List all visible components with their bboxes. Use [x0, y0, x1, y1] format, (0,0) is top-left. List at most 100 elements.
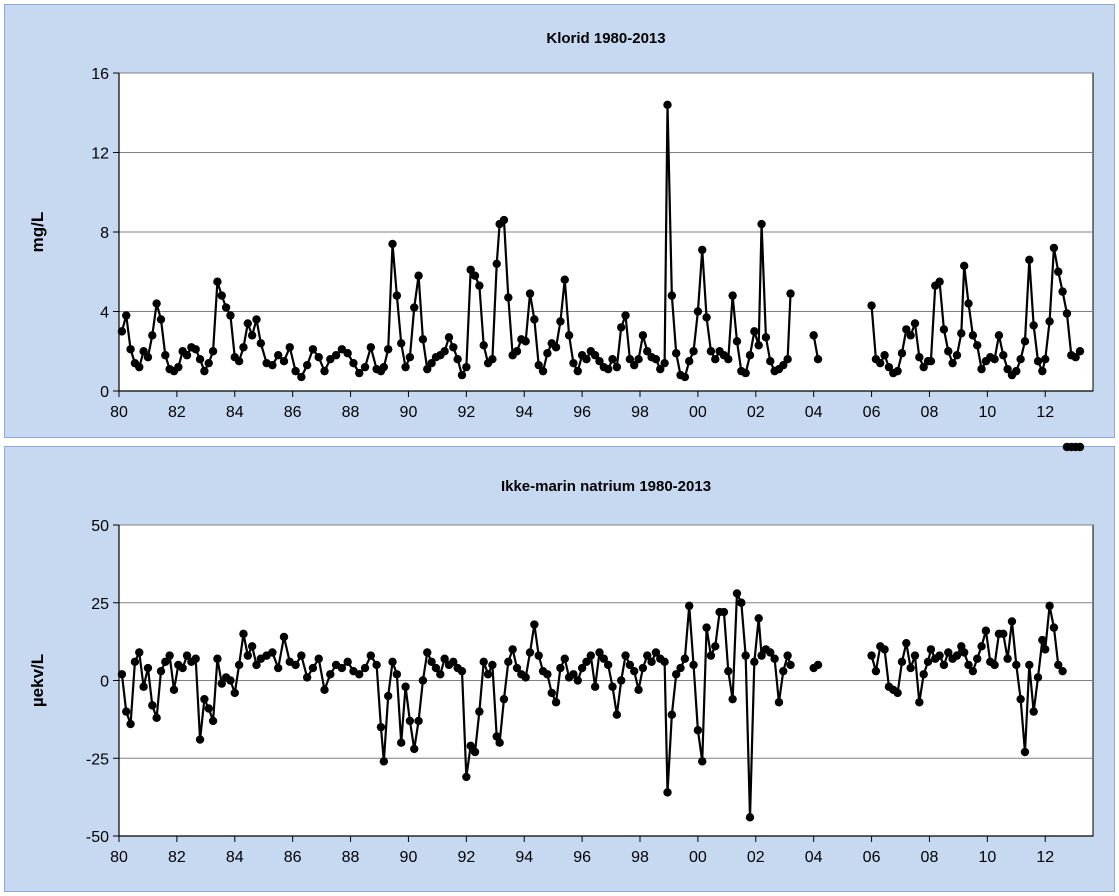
data-point [148, 331, 157, 340]
data-point [939, 660, 949, 670]
data-point [745, 813, 755, 822]
data-point [880, 351, 889, 360]
data-point [320, 366, 329, 376]
data-point [1045, 601, 1054, 611]
data-point [621, 311, 630, 320]
data-point [616, 323, 626, 332]
data-point [418, 335, 428, 344]
data-point [239, 629, 248, 639]
x-tick-label: 12 [1036, 404, 1054, 421]
data-point [178, 663, 187, 673]
data-point [122, 311, 131, 320]
data-point [530, 315, 539, 324]
data-point [671, 349, 681, 358]
data-point [440, 347, 449, 356]
data-point [1075, 442, 1085, 452]
data-point [383, 345, 393, 354]
data-point [268, 360, 277, 370]
data-point [135, 648, 144, 657]
data-point [754, 614, 763, 623]
y-axis-label: µekv/L [28, 654, 47, 707]
data-point [423, 364, 432, 374]
data-point [783, 355, 792, 364]
x-tick-label: 00 [689, 849, 707, 866]
x-tick-label: 86 [284, 849, 302, 866]
data-point [466, 265, 475, 274]
data-point [256, 339, 266, 348]
data-point [1038, 366, 1047, 376]
data-point [867, 301, 876, 310]
data-point [135, 362, 144, 372]
data-point [252, 660, 261, 670]
x-tick-label: 02 [747, 404, 765, 421]
x-tick-label: 88 [342, 404, 360, 421]
data-point [226, 676, 235, 685]
x-tick-label: 84 [226, 849, 244, 866]
x-tick-label: 04 [805, 404, 823, 421]
x-tick-label: 90 [400, 404, 418, 421]
data-point [383, 691, 393, 701]
data-point [268, 648, 277, 657]
data-point [906, 663, 915, 673]
data-point [741, 368, 750, 378]
x-tick-label: 82 [168, 849, 186, 866]
data-point [379, 362, 389, 372]
data-point [1020, 337, 1030, 346]
data-point [973, 654, 982, 663]
data-point [766, 648, 775, 657]
data-point [470, 271, 480, 280]
data-point [680, 654, 690, 663]
data-point [663, 100, 672, 110]
data-point [737, 598, 746, 607]
data-point [1049, 243, 1059, 253]
data-point [612, 710, 622, 719]
data-point [564, 331, 574, 340]
y-tick-label: 50 [91, 518, 109, 535]
data-point [923, 657, 933, 667]
data-point [676, 663, 685, 673]
data-point [252, 315, 261, 324]
data-point [741, 651, 750, 660]
data-point [1041, 355, 1050, 364]
data-point [221, 303, 231, 312]
chart-title: Ikke-marin natrium 1980-2013 [501, 478, 711, 495]
data-point [590, 682, 600, 691]
data-point [634, 685, 643, 695]
data-point [599, 654, 609, 663]
data-point [547, 688, 556, 698]
data-point [910, 319, 920, 328]
data-point [314, 654, 323, 663]
data-point [667, 710, 677, 719]
data-point [1054, 660, 1063, 670]
data-point [360, 663, 370, 673]
data-point [462, 772, 471, 782]
data-point [504, 293, 513, 302]
data-point [217, 679, 226, 688]
data-point [893, 688, 902, 698]
data-point [247, 642, 257, 651]
data-point [1016, 355, 1025, 364]
data-point [174, 362, 183, 372]
data-point [990, 355, 999, 364]
data-point [897, 657, 907, 667]
data-point [431, 663, 441, 673]
data-point [366, 651, 376, 660]
data-point [786, 660, 795, 670]
data-point [968, 331, 978, 340]
data-point [470, 747, 480, 757]
data-point [204, 358, 213, 368]
data-point [525, 648, 535, 657]
data-point [685, 356, 694, 366]
data-point [634, 355, 643, 364]
data-point [449, 657, 458, 667]
data-point [608, 682, 617, 691]
data-point [1045, 317, 1054, 326]
data-point [757, 651, 766, 660]
y-axis-label: mg/L [28, 212, 47, 253]
data-point [297, 651, 306, 660]
data-point [660, 358, 669, 368]
data-point [388, 657, 397, 667]
data-point [902, 325, 911, 334]
data-point [630, 666, 639, 676]
data-point [643, 651, 652, 660]
